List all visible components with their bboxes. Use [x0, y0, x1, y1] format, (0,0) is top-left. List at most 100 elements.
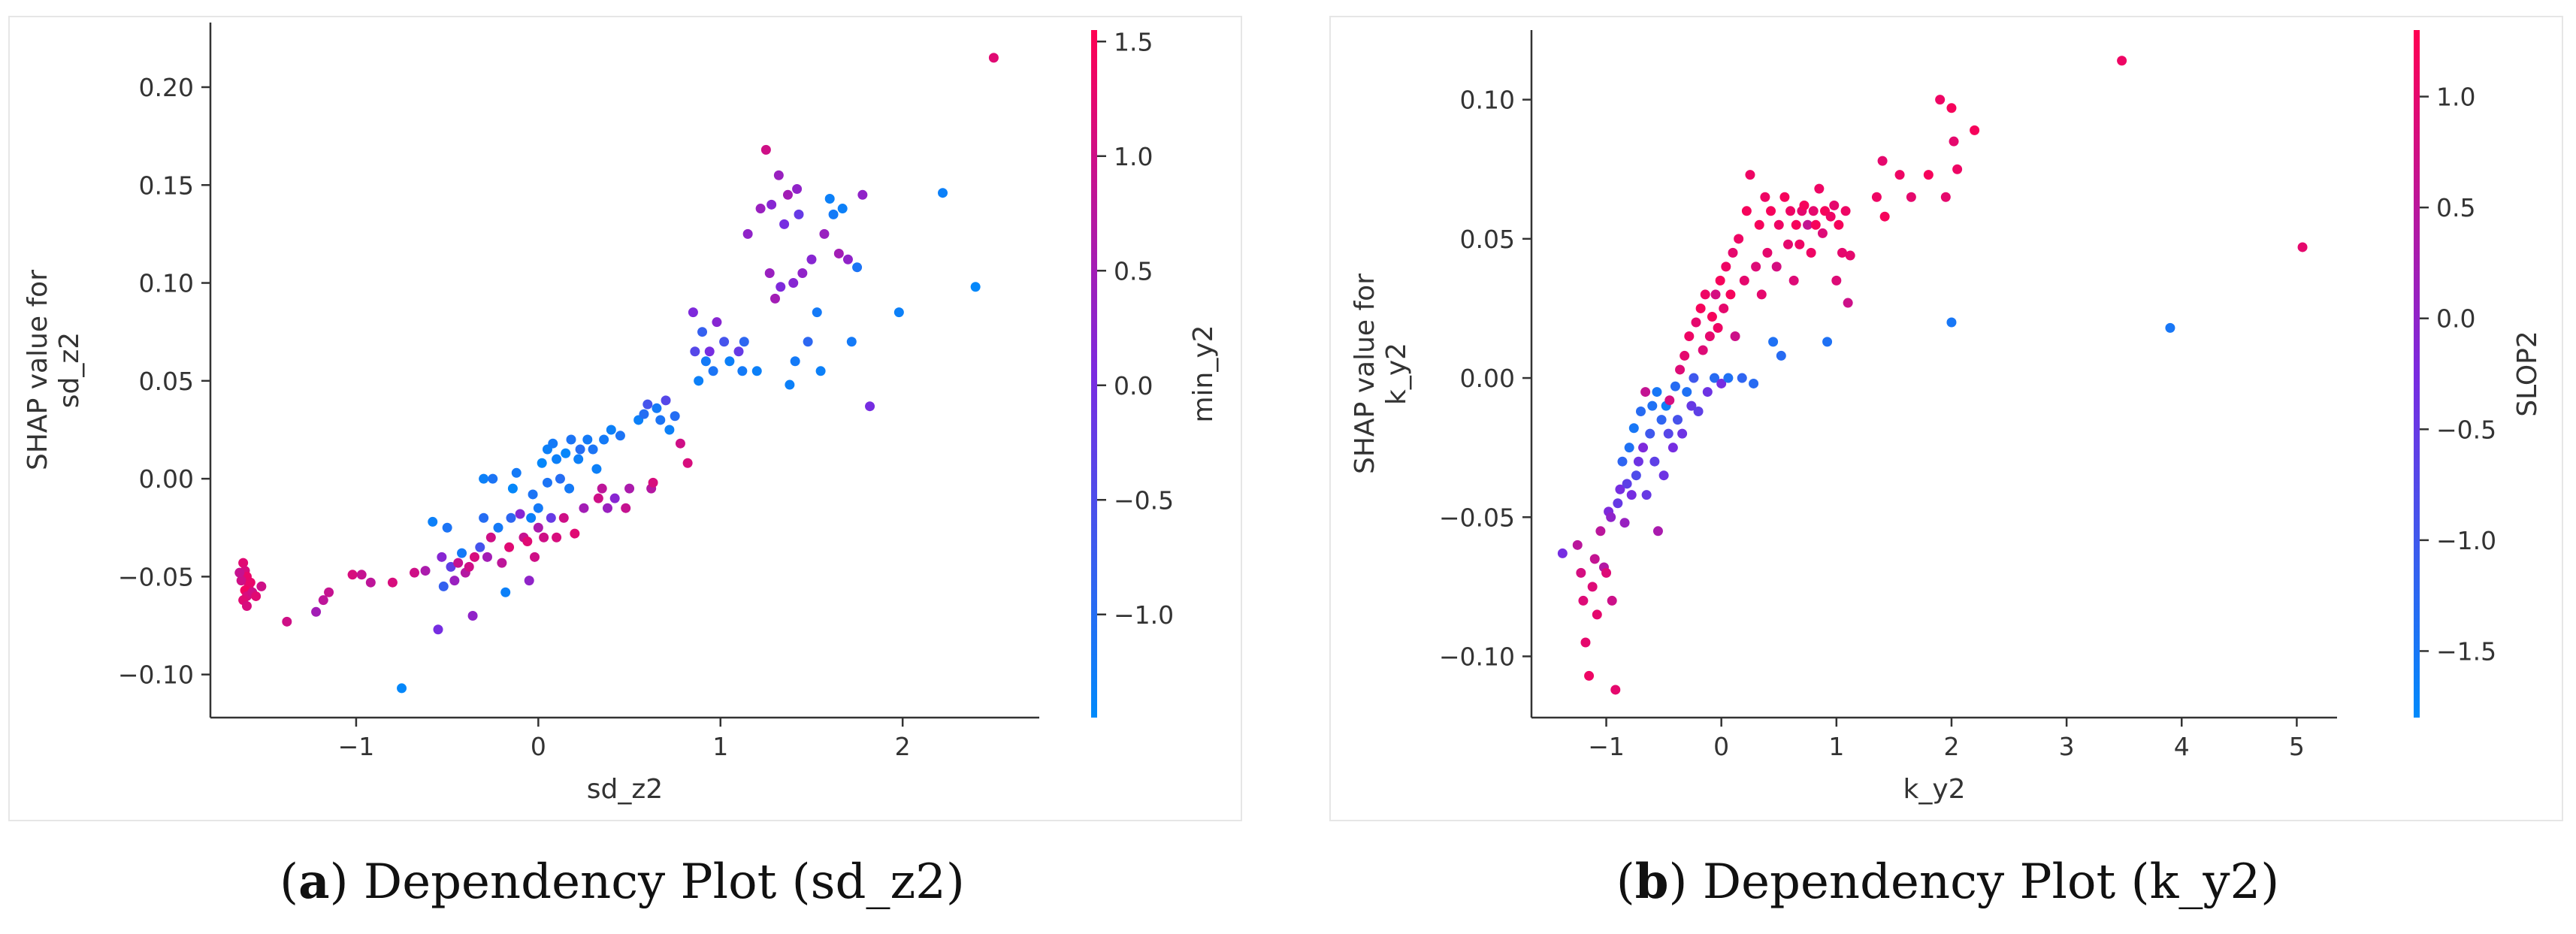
- x-axis-title: k_y2: [1903, 774, 1965, 805]
- data-point: [566, 434, 576, 445]
- data-point: [1766, 206, 1776, 216]
- data-point: [1952, 164, 1963, 174]
- data-point: [893, 307, 904, 318]
- data-point: [548, 438, 558, 449]
- data-point: [1949, 136, 1959, 147]
- data-point: [2297, 242, 2308, 252]
- data-point: [324, 587, 334, 597]
- data-point: [609, 493, 620, 503]
- data-point: [675, 438, 685, 449]
- data-point: [1589, 554, 1600, 564]
- data-point: [1730, 331, 1740, 341]
- data-point: [1641, 490, 1652, 500]
- data-point: [970, 282, 981, 292]
- x-tick-label: 2: [1943, 732, 1959, 761]
- data-point: [530, 552, 540, 562]
- data-point: [579, 503, 589, 513]
- data-point: [1672, 415, 1683, 425]
- data-point: [1799, 200, 1810, 210]
- data-point: [794, 209, 804, 219]
- data-point: [1613, 498, 1623, 509]
- data-point: [365, 577, 376, 588]
- data-point: [241, 600, 252, 611]
- data-point: [1785, 206, 1796, 216]
- data-point: [511, 467, 522, 478]
- data-point: [797, 268, 808, 279]
- data-point: [442, 522, 452, 533]
- data-point: [724, 356, 735, 367]
- data-point: [433, 624, 443, 635]
- data-point: [1658, 470, 1669, 481]
- data-point: [1652, 526, 1663, 537]
- data-point: [522, 536, 533, 546]
- data-point: [755, 204, 766, 214]
- data-point: [719, 337, 730, 347]
- x-tick-label: 0: [1713, 732, 1729, 761]
- data-point: [1713, 322, 1723, 333]
- data-point: [739, 337, 749, 347]
- data-point: [1756, 289, 1767, 300]
- data-point: [561, 448, 571, 458]
- data-point: [593, 493, 603, 503]
- data-point: [852, 262, 863, 273]
- data-point: [479, 512, 489, 523]
- data-point: [1707, 312, 1717, 322]
- y-tick-label: 0.10: [139, 269, 194, 298]
- data-point: [493, 522, 503, 533]
- colorbar-tick-label: 0.5: [2436, 193, 2475, 222]
- data-point: [1822, 337, 1833, 347]
- data-point: [570, 528, 580, 539]
- data-point: [1580, 637, 1591, 648]
- data-point: [575, 444, 585, 455]
- data-point: [824, 194, 835, 204]
- x-tick-label: 2: [895, 732, 911, 761]
- data-point: [453, 558, 464, 568]
- data-point: [2117, 56, 2127, 66]
- colorbar-tick-label: −1.0: [1114, 600, 1174, 630]
- data-point: [819, 228, 830, 239]
- data-point: [639, 409, 649, 419]
- data-point: [764, 268, 775, 279]
- y-tick-label: 0.05: [1460, 225, 1515, 254]
- data-point: [1734, 234, 1744, 244]
- colorbar-tick-label: −0.5: [1114, 485, 1174, 515]
- data-point: [537, 458, 547, 468]
- data-point: [737, 366, 748, 376]
- data-point: [236, 576, 246, 586]
- data-point: [1762, 247, 1773, 258]
- data-point: [488, 473, 498, 484]
- colorbar-tick-label: 1.0: [2436, 83, 2475, 112]
- x-tick-label: −1: [338, 732, 375, 761]
- data-point: [1595, 526, 1606, 537]
- data-point: [1776, 350, 1786, 361]
- data-point: [1689, 373, 1699, 383]
- data-point: [1829, 200, 1840, 210]
- data-point: [790, 356, 800, 367]
- chart-a: −1 0 1 2 −0.10 −0.05 0.00 0.05 0.10 0.15 0.20 sd_z2…: [23, 23, 1219, 805]
- data-point: [500, 587, 511, 597]
- y-tick-label: −0.10: [1439, 642, 1515, 672]
- data-point: [865, 401, 875, 412]
- data-point: [1709, 373, 1719, 383]
- data-point: [1879, 211, 1890, 222]
- data-point: [828, 209, 839, 219]
- data-point: [785, 379, 795, 390]
- data-point: [602, 503, 612, 513]
- data-point: [815, 366, 826, 376]
- data-point: [251, 591, 262, 601]
- data-point: [1607, 595, 1617, 606]
- data-point: [1749, 378, 1759, 388]
- y-axis-title: SHAP value forsd_z2: [23, 270, 85, 470]
- data-point: [1667, 443, 1678, 453]
- data-point: [1647, 401, 1658, 411]
- data-point: [664, 425, 675, 435]
- data-point: [1652, 387, 1662, 397]
- data-point: [1935, 95, 1946, 105]
- data-point: [1663, 428, 1673, 439]
- data-point: [1715, 275, 1725, 286]
- colorbar-tick-label: 0.0: [1114, 371, 1153, 401]
- y-axis-title-line: SHAP value for: [1350, 274, 1380, 474]
- data-point: [760, 144, 771, 155]
- data-point: [1737, 373, 1747, 383]
